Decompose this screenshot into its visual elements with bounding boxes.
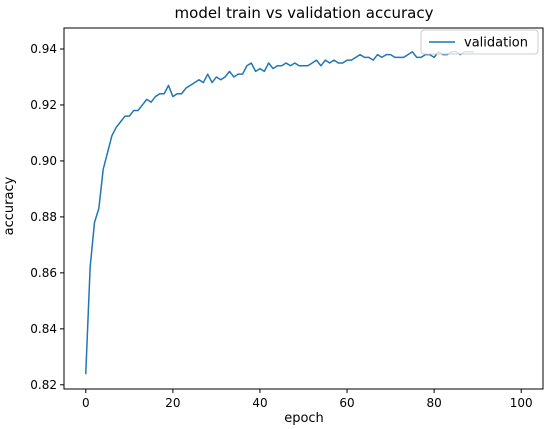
y-axis-label: accuracy xyxy=(2,176,17,235)
x-tick-label: 20 xyxy=(165,396,180,410)
y-axis-ticks: 0.82 0.84 0.86 0.88 0.90 0.92 0.94 xyxy=(30,42,64,392)
x-tick-label: 100 xyxy=(510,396,533,410)
y-tick-label: 0.94 xyxy=(30,42,57,56)
plot-area xyxy=(63,27,544,390)
x-tick-label: 0 xyxy=(82,396,90,410)
x-tick-label: 80 xyxy=(426,396,441,410)
legend-box xyxy=(420,29,539,55)
x-axis-label: epoch xyxy=(284,411,324,426)
series-line-validation xyxy=(85,51,475,375)
x-tick-label: 40 xyxy=(252,396,267,410)
legend-label: validation xyxy=(464,36,528,51)
y-tick-label: 0.82 xyxy=(30,378,57,392)
x-axis-ticks: 0 20 40 60 80 100 xyxy=(82,389,533,410)
x-tick-label: 60 xyxy=(339,396,354,410)
y-tick-label: 0.90 xyxy=(30,154,57,168)
y-tick-label: 0.92 xyxy=(30,98,57,112)
y-tick-label: 0.86 xyxy=(30,266,57,280)
y-tick-label: 0.88 xyxy=(30,210,57,224)
chart-title: model train vs validation accuracy xyxy=(175,4,434,22)
y-tick-label: 0.84 xyxy=(30,322,57,336)
axes-frame xyxy=(63,27,544,390)
legend: validation xyxy=(420,29,539,55)
